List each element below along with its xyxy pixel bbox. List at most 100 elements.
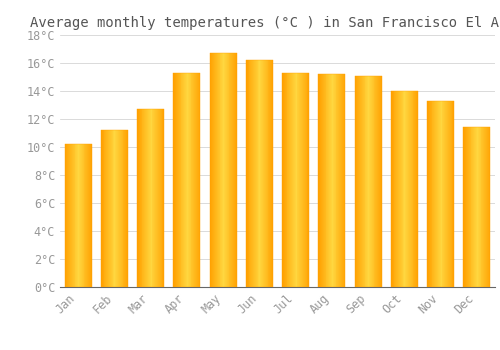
Bar: [256, 60, 258, 287]
Bar: [380, 76, 381, 287]
Bar: [368, 76, 369, 287]
Bar: [198, 73, 200, 287]
Bar: [407, 91, 408, 287]
Bar: [464, 127, 465, 287]
Bar: [354, 76, 382, 287]
Bar: [138, 109, 139, 287]
Bar: [308, 73, 309, 287]
Bar: [187, 73, 188, 287]
Bar: [210, 53, 212, 287]
Bar: [291, 73, 292, 287]
Bar: [76, 144, 77, 287]
Bar: [398, 91, 399, 287]
Bar: [378, 76, 379, 287]
Bar: [180, 73, 182, 287]
Bar: [155, 109, 156, 287]
Bar: [343, 74, 344, 287]
Bar: [106, 130, 107, 287]
Bar: [447, 101, 448, 287]
Bar: [137, 109, 138, 287]
Bar: [338, 74, 339, 287]
Bar: [434, 101, 435, 287]
Bar: [114, 130, 116, 287]
Bar: [288, 73, 290, 287]
Bar: [429, 101, 430, 287]
Bar: [318, 74, 319, 287]
Bar: [369, 76, 370, 287]
Bar: [428, 101, 429, 287]
Bar: [261, 60, 262, 287]
Bar: [435, 101, 436, 287]
Bar: [224, 53, 225, 287]
Bar: [250, 60, 251, 287]
Bar: [470, 127, 472, 287]
Bar: [432, 101, 434, 287]
Bar: [253, 60, 254, 287]
Bar: [330, 74, 331, 287]
Bar: [399, 91, 400, 287]
Bar: [146, 109, 147, 287]
Bar: [392, 91, 394, 287]
Bar: [449, 101, 450, 287]
Bar: [263, 60, 264, 287]
Bar: [300, 73, 301, 287]
Bar: [318, 74, 345, 287]
Bar: [402, 91, 404, 287]
Bar: [464, 127, 490, 287]
Bar: [340, 74, 341, 287]
Bar: [264, 60, 265, 287]
Bar: [193, 73, 194, 287]
Bar: [415, 91, 416, 287]
Bar: [88, 144, 89, 287]
Bar: [282, 73, 309, 287]
Bar: [412, 91, 414, 287]
Bar: [303, 73, 304, 287]
Bar: [478, 127, 480, 287]
Bar: [416, 91, 417, 287]
Bar: [302, 73, 303, 287]
Bar: [322, 74, 323, 287]
Bar: [90, 144, 91, 287]
Bar: [222, 53, 223, 287]
Bar: [359, 76, 360, 287]
Title: Average monthly temperatures (°C ) in San Francisco El Alto: Average monthly temperatures (°C ) in Sa…: [30, 16, 500, 30]
Bar: [427, 101, 428, 287]
Bar: [235, 53, 236, 287]
Bar: [232, 53, 233, 287]
Bar: [294, 73, 296, 287]
Bar: [360, 76, 361, 287]
Bar: [440, 101, 442, 287]
Bar: [477, 127, 478, 287]
Bar: [108, 130, 109, 287]
Bar: [197, 73, 198, 287]
Bar: [485, 127, 486, 287]
Bar: [292, 73, 293, 287]
Bar: [154, 109, 155, 287]
Bar: [117, 130, 118, 287]
Bar: [162, 109, 164, 287]
Bar: [372, 76, 374, 287]
Bar: [323, 74, 324, 287]
Bar: [475, 127, 476, 287]
Bar: [148, 109, 149, 287]
Bar: [182, 73, 183, 287]
Bar: [145, 109, 146, 287]
Bar: [282, 73, 283, 287]
Bar: [70, 144, 71, 287]
Bar: [366, 76, 367, 287]
Bar: [213, 53, 214, 287]
Bar: [156, 109, 157, 287]
Bar: [152, 109, 154, 287]
Bar: [218, 53, 220, 287]
Bar: [72, 144, 74, 287]
Bar: [192, 73, 193, 287]
Bar: [176, 73, 177, 287]
Bar: [474, 127, 475, 287]
Bar: [194, 73, 195, 287]
Bar: [320, 74, 321, 287]
Bar: [334, 74, 336, 287]
Bar: [157, 109, 158, 287]
Bar: [246, 60, 248, 287]
Bar: [109, 130, 110, 287]
Bar: [324, 74, 326, 287]
